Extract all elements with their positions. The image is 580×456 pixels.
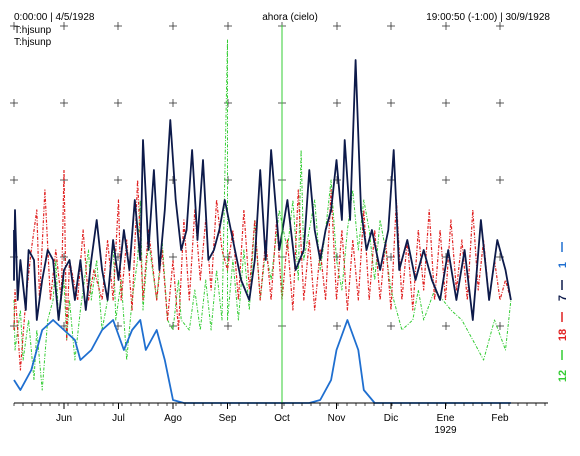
grid-plus-marker — [114, 22, 122, 30]
subtitle-2: T:hjsunp — [14, 37, 52, 48]
x-tick-label: Sep — [219, 413, 237, 424]
grid-plus-marker — [224, 22, 232, 30]
grid-plus-marker — [387, 322, 395, 330]
series-line-7 — [13, 59, 512, 321]
x-tick-label: Ene — [437, 413, 455, 424]
series-lines — [13, 25, 512, 404]
x-tick-label: Jul — [112, 413, 125, 424]
grid-plus-marker — [387, 22, 395, 30]
grid-plus-marker — [333, 322, 341, 330]
grid-plus-marker — [442, 322, 450, 330]
series-line-1 — [13, 319, 511, 404]
grid-plus-marker — [333, 22, 341, 30]
legend-label: 18 — [557, 329, 569, 341]
grid-plus-marker — [10, 99, 18, 107]
grid-plus-marker — [10, 22, 18, 30]
legend-entry-18: 18 — [557, 312, 569, 341]
header-right-timestamp: 19:00:50 (-1:00) | 30/9/1928 — [426, 12, 550, 23]
grid-plus-marker — [496, 176, 504, 184]
series-line-18 — [13, 169, 512, 371]
grid-plus-marker — [387, 99, 395, 107]
grid-plus-marker — [496, 99, 504, 107]
legend-entry-12: 12 — [557, 350, 569, 382]
x-tick-label: Oct — [274, 413, 290, 424]
grid-plus-marker — [10, 176, 18, 184]
grid-plus-marker — [169, 99, 177, 107]
header-left-timestamp: 0:00:00 | 4/5/1928 — [14, 12, 95, 23]
grid-plus-marker — [442, 99, 450, 107]
grid-plus-marker — [333, 99, 341, 107]
grid-plus-marker — [169, 176, 177, 184]
grid-plus-marker — [114, 176, 122, 184]
grid-plus-marker — [169, 253, 177, 261]
x-year-label: 1929 — [434, 425, 457, 436]
grid-plus-marker — [496, 22, 504, 30]
grid-plus-marker — [169, 22, 177, 30]
series-line-12 — [13, 39, 512, 391]
grid-plus-marker — [60, 253, 68, 261]
x-tick-label: Feb — [491, 413, 509, 424]
x-tick-label: Dic — [384, 413, 398, 424]
grid-plus-marker — [496, 322, 504, 330]
legend-entry-1: 1 — [557, 242, 569, 268]
grid-plus-marker — [114, 99, 122, 107]
legend-entry-7: 7 — [557, 280, 569, 301]
grid-plus-marker — [60, 99, 68, 107]
x-tick-label: Jun — [56, 413, 72, 424]
grid-plus-marker — [224, 322, 232, 330]
legend: 1 7 18 12 — [557, 242, 569, 382]
grid-plus-marker — [442, 176, 450, 184]
grid-plus-marker — [60, 22, 68, 30]
grid-plus-marker — [442, 22, 450, 30]
header-center-title: ahora (cielo) — [262, 12, 318, 23]
x-tick-label: Nov — [328, 413, 346, 424]
subtitle-1: T:hjsunp — [14, 25, 52, 36]
x-tick-label: Ago — [164, 413, 182, 424]
legend-label: 12 — [557, 370, 569, 382]
legend-label: 1 — [557, 262, 569, 268]
legend-label: 7 — [557, 295, 569, 301]
